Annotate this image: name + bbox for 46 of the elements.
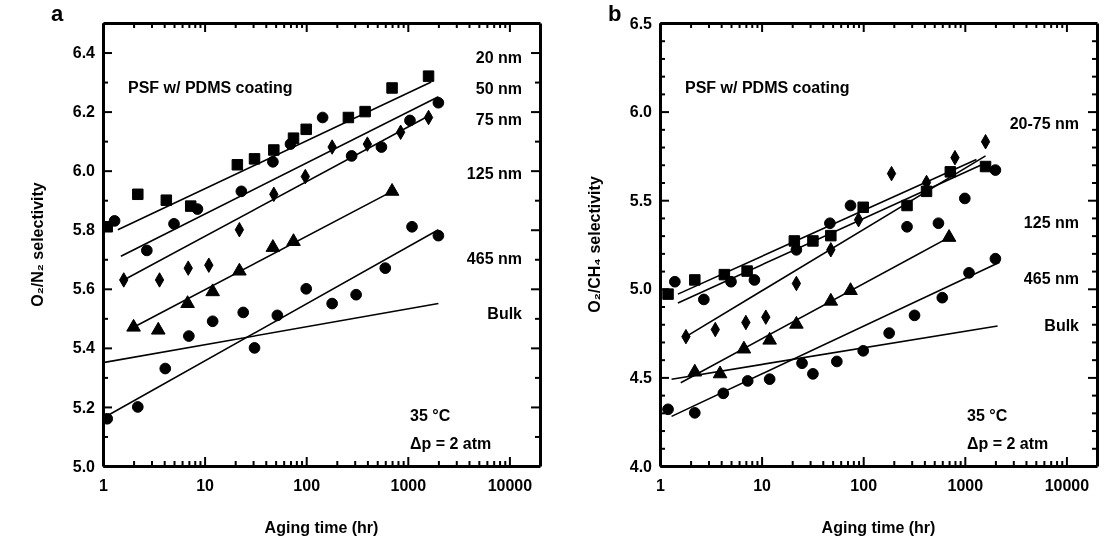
- x-axis-title: Aging time (hr): [821, 519, 936, 536]
- y-tick-label: 4.0: [629, 457, 653, 475]
- annotation: 20-75 nm: [1009, 115, 1079, 132]
- y-tick-label: 5.8: [72, 221, 96, 239]
- x-tick-label: 1: [656, 477, 666, 495]
- chart-title: a: [51, 1, 64, 26]
- annotation: 75 nm: [475, 111, 522, 128]
- y-tick-label: 4.5: [629, 369, 653, 387]
- annotation: 35 °C: [410, 407, 451, 424]
- annotation: PSF w/ PDMS coating: [128, 79, 293, 96]
- annotation: 125 nm: [1023, 214, 1079, 231]
- y-axis-title: O₂/CH₄ selectivity: [586, 176, 603, 313]
- y-tick-label: 5.0: [629, 280, 653, 298]
- x-tick-label: 1: [99, 477, 109, 495]
- annotation: Bulk: [487, 305, 523, 322]
- x-tick-label: 100: [850, 477, 878, 495]
- annotation: Bulk: [1044, 317, 1080, 334]
- x-tick-label: 1000: [947, 477, 984, 495]
- y-tick-label: 6.2: [72, 103, 96, 121]
- x-tick-label: 10000: [1044, 477, 1090, 495]
- y-tick-label: 5.4: [72, 339, 96, 357]
- annotation: 465 nm: [466, 250, 522, 267]
- y-tick-label: 5.6: [72, 280, 96, 298]
- x-axis-title: Aging time (hr): [264, 519, 379, 536]
- y-tick-label: 6.0: [72, 162, 96, 180]
- y-tick-label: 5.2: [72, 398, 96, 416]
- annotation: 35 °C: [967, 407, 1008, 424]
- annotation: Δp = 2 atm: [967, 435, 1049, 452]
- x-tick-label: 100: [293, 477, 321, 495]
- chart-title: b: [608, 1, 622, 26]
- y-tick-label: 5.0: [72, 457, 96, 475]
- y-tick-label: 6.4: [72, 44, 96, 62]
- annotation: PSF w/ PDMS coating: [685, 79, 850, 96]
- x-tick-label: 10: [196, 477, 215, 495]
- x-tick-label: 1000: [390, 477, 427, 495]
- annotation: 465 nm: [1023, 270, 1079, 287]
- y-tick-label: 5.5: [629, 191, 653, 209]
- annotation: 50 nm: [475, 80, 522, 97]
- y-tick-label: 6.5: [629, 14, 653, 32]
- annotation: 125 nm: [466, 165, 522, 182]
- x-tick-label: 10000: [487, 477, 533, 495]
- y-tick-label: 6.0: [629, 103, 653, 121]
- y-axis-title: O₂/N₂ selectivity: [29, 182, 46, 307]
- x-tick-label: 10: [753, 477, 772, 495]
- annotation: Δp = 2 atm: [410, 435, 492, 452]
- annotation: 20 nm: [475, 49, 522, 66]
